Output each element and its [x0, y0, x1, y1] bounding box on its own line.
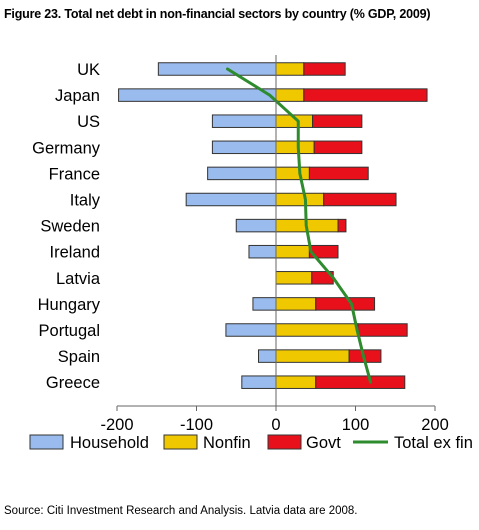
point-total-ex-fin-italy [304, 198, 307, 201]
bar-nonfin-italy [275, 192, 325, 207]
legend-label-nonfin: Nonfin [203, 434, 251, 452]
legend-swatch-nonfin [163, 434, 198, 450]
legend-label-household: Household [70, 434, 149, 452]
bar-household-greece [241, 375, 277, 389]
bar-household-germany [211, 140, 277, 155]
bar-govt-france [308, 166, 369, 181]
category-label-us: US [77, 113, 100, 131]
chart: -200 -100 0 100 200 UK Japan US Germany France It… [29, 55, 473, 452]
category-label-greece: Greece [46, 374, 100, 392]
bar-nonfin-germany [275, 140, 315, 155]
point-total-ex-fin-france [298, 172, 301, 175]
bar-household-hungary [252, 297, 277, 311]
bar-govt-hungary [315, 297, 376, 311]
bar-household-us [211, 114, 277, 128]
bar-nonfin-japan [275, 88, 305, 102]
bar-household-portugal [225, 323, 277, 337]
legend-swatch-household [29, 434, 64, 450]
bar-nonfin-portugal [275, 323, 359, 337]
point-total-ex-fin-hungary [350, 303, 353, 305]
bar-nonfin-spain [275, 349, 350, 363]
bar-household-japan [118, 88, 277, 102]
legend-label-total-ex-fin: Total ex fin [394, 434, 473, 452]
bar-govt-italy [323, 192, 397, 207]
category-label-portugal: Portugal [39, 322, 100, 340]
bar-nonfin-hungary [275, 297, 317, 311]
x-axis: -200 -100 0 100 200 [100, 55, 449, 434]
bar-nonfin-greece [275, 375, 317, 389]
bar-govt-germany [313, 140, 363, 155]
category-label-italy: Italy [70, 192, 101, 210]
bar-household-italy [185, 192, 277, 207]
bar-household-uk [157, 62, 277, 76]
category-label-sweden: Sweden [40, 218, 100, 236]
x-tick-label: 200 [421, 416, 449, 434]
point-total-ex-fin-spain [362, 355, 365, 357]
bar-household-sweden [235, 218, 277, 233]
point-total-ex-fin-portugal [356, 329, 358, 331]
bar-nonfin-latvia [275, 271, 313, 285]
point-total-ex-fin-uk [226, 68, 229, 70]
bar-govt-greece [315, 375, 406, 389]
category-label-latvia: Latvia [56, 270, 101, 288]
total-ex-fin-line-layer [226, 67, 373, 384]
chart-title: Figure 23. Total net debt in non-financi… [4, 7, 431, 21]
point-total-ex-fin-sweden [305, 224, 308, 227]
point-total-ex-fin-germany [297, 146, 300, 149]
bar-nonfin-ireland [275, 244, 310, 259]
bar-govt-us [312, 114, 363, 128]
bar-govt-uk [303, 62, 346, 76]
bar-govt-portugal [357, 323, 408, 337]
bar-govt-ireland [308, 244, 339, 259]
x-tick-label: -100 [180, 416, 213, 434]
point-total-ex-fin-ireland [310, 250, 312, 253]
bar-nonfin-france [275, 166, 310, 181]
legend: Household Nonfin Govt Total ex fin [29, 434, 473, 452]
legend-swatch-govt [267, 434, 302, 450]
category-label-japan: Japan [55, 87, 100, 105]
point-total-ex-fin-japan [268, 94, 271, 96]
bar-govt-sweden [337, 218, 347, 233]
legend-label-govt: Govt [306, 434, 341, 452]
bar-govt-japan [303, 88, 428, 102]
point-total-ex-fin-greece [369, 381, 372, 384]
x-tick-label: 100 [342, 416, 370, 434]
point-total-ex-fin-us [297, 120, 300, 123]
category-label-uk: UK [77, 61, 100, 79]
x-tick-label: 0 [271, 416, 280, 434]
category-label-hungary: Hungary [38, 296, 101, 314]
bar-household-spain [258, 349, 277, 363]
bar-nonfin-uk [275, 62, 305, 76]
point-total-ex-fin-latvia [332, 276, 335, 279]
bar-household-france [207, 166, 277, 181]
bar-household-ireland [248, 244, 277, 259]
x-tick-label: -200 [100, 416, 133, 434]
category-labels: UK Japan US Germany France Italy Sweden Ireland… [32, 61, 101, 392]
bars-layer [118, 62, 428, 389]
category-label-germany: Germany [32, 139, 101, 157]
category-label-ireland: Ireland [50, 244, 100, 262]
category-label-france: France [49, 165, 100, 183]
category-label-spain: Spain [58, 348, 100, 366]
source-note: Source: Citi Investment Research and Ana… [4, 505, 358, 517]
